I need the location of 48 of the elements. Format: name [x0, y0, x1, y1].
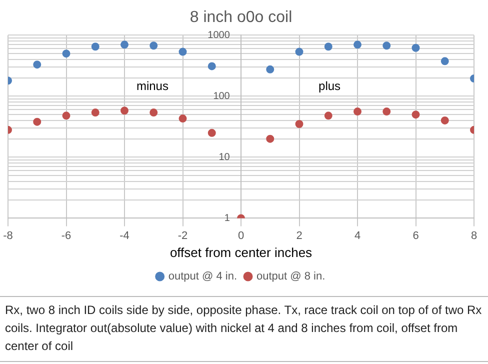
chart-title: 8 inch o0o coil [190, 9, 292, 26]
point [324, 42, 332, 51]
point [150, 108, 158, 117]
point [150, 42, 158, 50]
point [382, 108, 391, 116]
x-tick-label: -8 [3, 230, 13, 242]
point [62, 112, 70, 120]
x-tick-label: -2 [178, 230, 188, 242]
point [354, 108, 362, 116]
x-tick-label: -6 [61, 230, 72, 242]
point [295, 120, 304, 128]
point [178, 48, 187, 56]
point [412, 110, 420, 119]
x-tick-label: 2 [296, 230, 302, 242]
point [33, 60, 42, 69]
point [440, 116, 449, 124]
annotation: plus [318, 78, 341, 93]
x-axis-title: offset from center inches [170, 244, 313, 260]
point [382, 42, 391, 50]
x-tick-label: 6 [412, 230, 419, 242]
point [208, 128, 216, 137]
legend-label: output @ 8 in. [256, 270, 326, 283]
point [324, 112, 332, 120]
point [120, 106, 128, 115]
y-tick-label: 1000 [208, 30, 241, 41]
x-tick-label: 8 [470, 230, 478, 242]
text: Rx, two 8 inch ID coils side by side, opposite phase. Tx, race track coil on top of of two Rx coils. Integrator out(absolute value) with nickel at 4 and 8 inches from coil, offset from center of coil [0, 296, 488, 362]
x-tick-label: 0 [238, 230, 244, 242]
legend-label: output @ 4 in. [168, 270, 238, 283]
point [62, 50, 70, 58]
x-tick-label: 4 [354, 230, 361, 242]
point [266, 134, 274, 143]
point [91, 42, 100, 51]
point [266, 65, 274, 74]
y-tick-label: 1 [224, 212, 241, 224]
point [208, 62, 216, 70]
x-tick-label: -4 [120, 230, 130, 242]
point [295, 48, 304, 56]
point [412, 44, 420, 52]
y-tick-label: 100 [213, 90, 241, 102]
point [120, 40, 128, 49]
point [33, 118, 42, 126]
point [178, 114, 187, 123]
point [440, 57, 449, 66]
y-tick-label: 10 [218, 152, 241, 163]
annotation: minus [136, 78, 168, 93]
point [91, 108, 100, 117]
point [354, 40, 362, 49]
